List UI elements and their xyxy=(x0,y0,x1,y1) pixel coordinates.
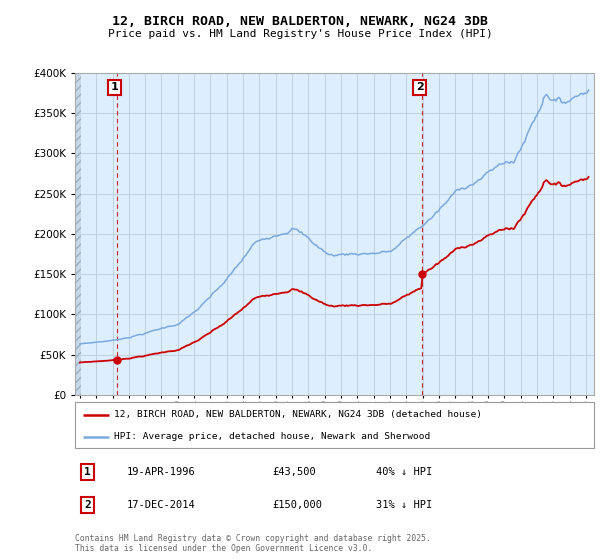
Text: 2: 2 xyxy=(85,500,91,510)
Text: 12, BIRCH ROAD, NEW BALDERTON, NEWARK, NG24 3DB: 12, BIRCH ROAD, NEW BALDERTON, NEWARK, N… xyxy=(112,15,488,28)
Text: 1: 1 xyxy=(85,467,91,477)
Text: Price paid vs. HM Land Registry's House Price Index (HPI): Price paid vs. HM Land Registry's House … xyxy=(107,29,493,39)
Text: 31% ↓ HPI: 31% ↓ HPI xyxy=(376,500,432,510)
Text: HPI: Average price, detached house, Newark and Sherwood: HPI: Average price, detached house, Newa… xyxy=(114,432,430,441)
Bar xyxy=(75,73,81,395)
Text: 19-APR-1996: 19-APR-1996 xyxy=(127,467,196,477)
Text: 2: 2 xyxy=(416,82,424,92)
Text: 1: 1 xyxy=(111,82,119,92)
FancyBboxPatch shape xyxy=(75,402,594,448)
Text: 12, BIRCH ROAD, NEW BALDERTON, NEWARK, NG24 3DB (detached house): 12, BIRCH ROAD, NEW BALDERTON, NEWARK, N… xyxy=(114,410,482,419)
Text: £43,500: £43,500 xyxy=(272,467,316,477)
Text: £150,000: £150,000 xyxy=(272,500,322,510)
Text: 17-DEC-2014: 17-DEC-2014 xyxy=(127,500,196,510)
Text: 40% ↓ HPI: 40% ↓ HPI xyxy=(376,467,432,477)
Text: Contains HM Land Registry data © Crown copyright and database right 2025.
This d: Contains HM Land Registry data © Crown c… xyxy=(75,534,431,553)
